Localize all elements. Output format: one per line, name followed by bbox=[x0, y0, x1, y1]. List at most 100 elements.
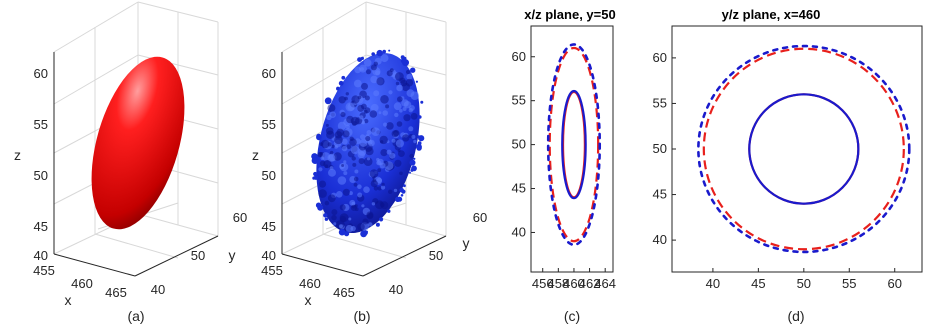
panel-b-texture-blob bbox=[361, 82, 368, 90]
panel-b-texture-blob bbox=[341, 164, 345, 167]
panel-b-texture-blob bbox=[385, 104, 390, 109]
panel-b-edge-blob bbox=[338, 80, 344, 86]
panel-b-ztick-4: 45 bbox=[262, 219, 276, 234]
panel-b-texture-blob bbox=[325, 123, 329, 127]
panel-b-texture-blob bbox=[345, 124, 350, 129]
panel-b-texture-blob bbox=[343, 160, 347, 164]
panel-b-texture-blob bbox=[373, 90, 380, 97]
panel-b-texture-blob bbox=[345, 102, 355, 112]
panel-b-texture-blob bbox=[377, 168, 382, 173]
panel-b-texture-blob bbox=[346, 144, 352, 150]
panel-b-texture-blob bbox=[339, 215, 347, 223]
panel-b-texture-blob bbox=[357, 223, 365, 231]
panel-a-ztick-1: 60 bbox=[34, 66, 48, 81]
panel-b-texture-blob bbox=[339, 204, 346, 211]
panel-b-texture-blob bbox=[364, 118, 369, 124]
panel-b-texture-blob bbox=[379, 162, 386, 169]
panel-b-texture-blob bbox=[366, 211, 374, 219]
panel-b-texture-blob bbox=[388, 90, 393, 95]
panel-b-texture-blob bbox=[357, 95, 362, 100]
panel-b-texture-blob bbox=[353, 182, 358, 187]
panel-b-texture-blob bbox=[334, 145, 338, 149]
panel-b-texture-blob bbox=[399, 171, 403, 176]
panel-a-ytick-3: 60 bbox=[233, 210, 247, 225]
panel-d-ytick-label: 45 bbox=[653, 187, 667, 202]
panel-b-texture-blob bbox=[324, 200, 330, 206]
panel-b-texture-blob bbox=[378, 111, 382, 115]
panel-b-texture-blob bbox=[379, 135, 388, 145]
panel-d-xtick-label: 45 bbox=[751, 276, 765, 291]
panel-b-texture-blob bbox=[368, 222, 373, 227]
panel-b-edge-blob bbox=[316, 133, 322, 139]
panel-a-ztick-2: 55 bbox=[34, 117, 48, 132]
panel-b-edge-blob bbox=[371, 52, 376, 56]
panel-c-caption: (c) bbox=[564, 308, 580, 324]
panel-b-ytick-2: 50 bbox=[429, 248, 443, 263]
panel-b-edge-blob bbox=[399, 187, 405, 193]
panel-b-texture-blob bbox=[340, 111, 346, 118]
panel-a-xlabel: x bbox=[65, 292, 72, 308]
panel-b-texture-blob bbox=[363, 186, 370, 193]
panel-b-edge-blob bbox=[313, 171, 318, 177]
panel-a: 60 55 50 45 40 z 455 460 465 x 40 50 60 … bbox=[14, 1, 247, 324]
panel-b-edge-blob bbox=[418, 115, 422, 119]
panel-b-edge-blob bbox=[375, 222, 380, 227]
panel-b-texture-blob bbox=[341, 145, 348, 152]
panel-d-xtick-label: 55 bbox=[842, 276, 856, 291]
panel-b-texture-blob bbox=[388, 189, 393, 194]
panel-d-contour-blue-solid bbox=[748, 93, 860, 205]
panel-d: y/z plane, x=460 40 45 50 55 60 40 45 50 55 60 (d… bbox=[653, 7, 923, 324]
panel-d-caption: (d) bbox=[787, 308, 804, 324]
panel-b-edge-blob bbox=[377, 51, 380, 54]
panel-d-frame bbox=[671, 25, 923, 273]
panel-b-texture-blob bbox=[394, 159, 402, 167]
panel-b-edge-blob bbox=[418, 135, 425, 142]
panel-b-edge-blob bbox=[415, 80, 418, 83]
panel-b-xlabel: x bbox=[305, 292, 312, 308]
panel-b-texture-blob bbox=[327, 104, 336, 113]
panel-b-texture-blob bbox=[351, 156, 356, 161]
panel-b-texture-blob bbox=[380, 149, 388, 157]
panel-b-texture-blob bbox=[389, 152, 396, 159]
panel-b-texture-blob bbox=[318, 167, 323, 172]
panel-b-texture-blob bbox=[380, 201, 389, 210]
panel-b-texture-blob bbox=[354, 66, 362, 74]
panel-b-texture-blob bbox=[338, 96, 346, 104]
panel-b-texture-blob bbox=[401, 99, 409, 107]
panel-b-texture-blob bbox=[334, 135, 343, 145]
panel-b-texture-blob bbox=[357, 184, 362, 189]
panel-c-contour-blue-solid bbox=[561, 89, 587, 200]
panel-b-texture-blob bbox=[371, 202, 376, 206]
panel-c-xtick-label: 456 bbox=[532, 276, 554, 291]
panel-b-texture-blob bbox=[397, 96, 403, 102]
panel-b-texture-blob bbox=[331, 209, 338, 216]
panel-b-edge-blob bbox=[410, 168, 414, 172]
panel-b-edge-blob bbox=[341, 75, 346, 80]
panel-b-texture-blob bbox=[337, 121, 347, 131]
panel-b-texture-blob bbox=[400, 79, 408, 87]
panel-b-texture-blob bbox=[413, 139, 417, 144]
panel-a-xtick-3: 465 bbox=[105, 285, 127, 300]
panel-b-texture-blob bbox=[408, 108, 413, 113]
panel-b-surface-texture bbox=[311, 49, 425, 238]
panel-b-edge-blob bbox=[387, 209, 391, 213]
panel-b-texture-blob bbox=[342, 188, 350, 196]
panel-b-texture-blob bbox=[381, 182, 385, 187]
panel-d-contour-red-dashed bbox=[702, 47, 905, 251]
panel-b-texture-blob bbox=[373, 186, 379, 191]
panel-b-edge-blob bbox=[395, 196, 401, 202]
panel-b-ztick-1: 60 bbox=[262, 66, 276, 81]
panel-b-texture-blob bbox=[329, 111, 337, 118]
panel-b-texture-blob bbox=[345, 92, 349, 96]
panel-b-texture-blob bbox=[354, 169, 359, 174]
panel-b-texture-blob bbox=[342, 130, 350, 138]
panel-b-edge-blob bbox=[317, 204, 324, 211]
panel-b-texture-blob bbox=[363, 109, 368, 114]
panel-b-edge-blob bbox=[360, 56, 364, 61]
panel-c-xtick-label: 464 bbox=[594, 276, 616, 291]
panel-b-texture-blob bbox=[370, 64, 377, 71]
panel-b-texture-blob bbox=[318, 180, 327, 188]
panel-b-texture-blob bbox=[354, 204, 358, 208]
panel-b-texture-blob bbox=[383, 122, 388, 127]
